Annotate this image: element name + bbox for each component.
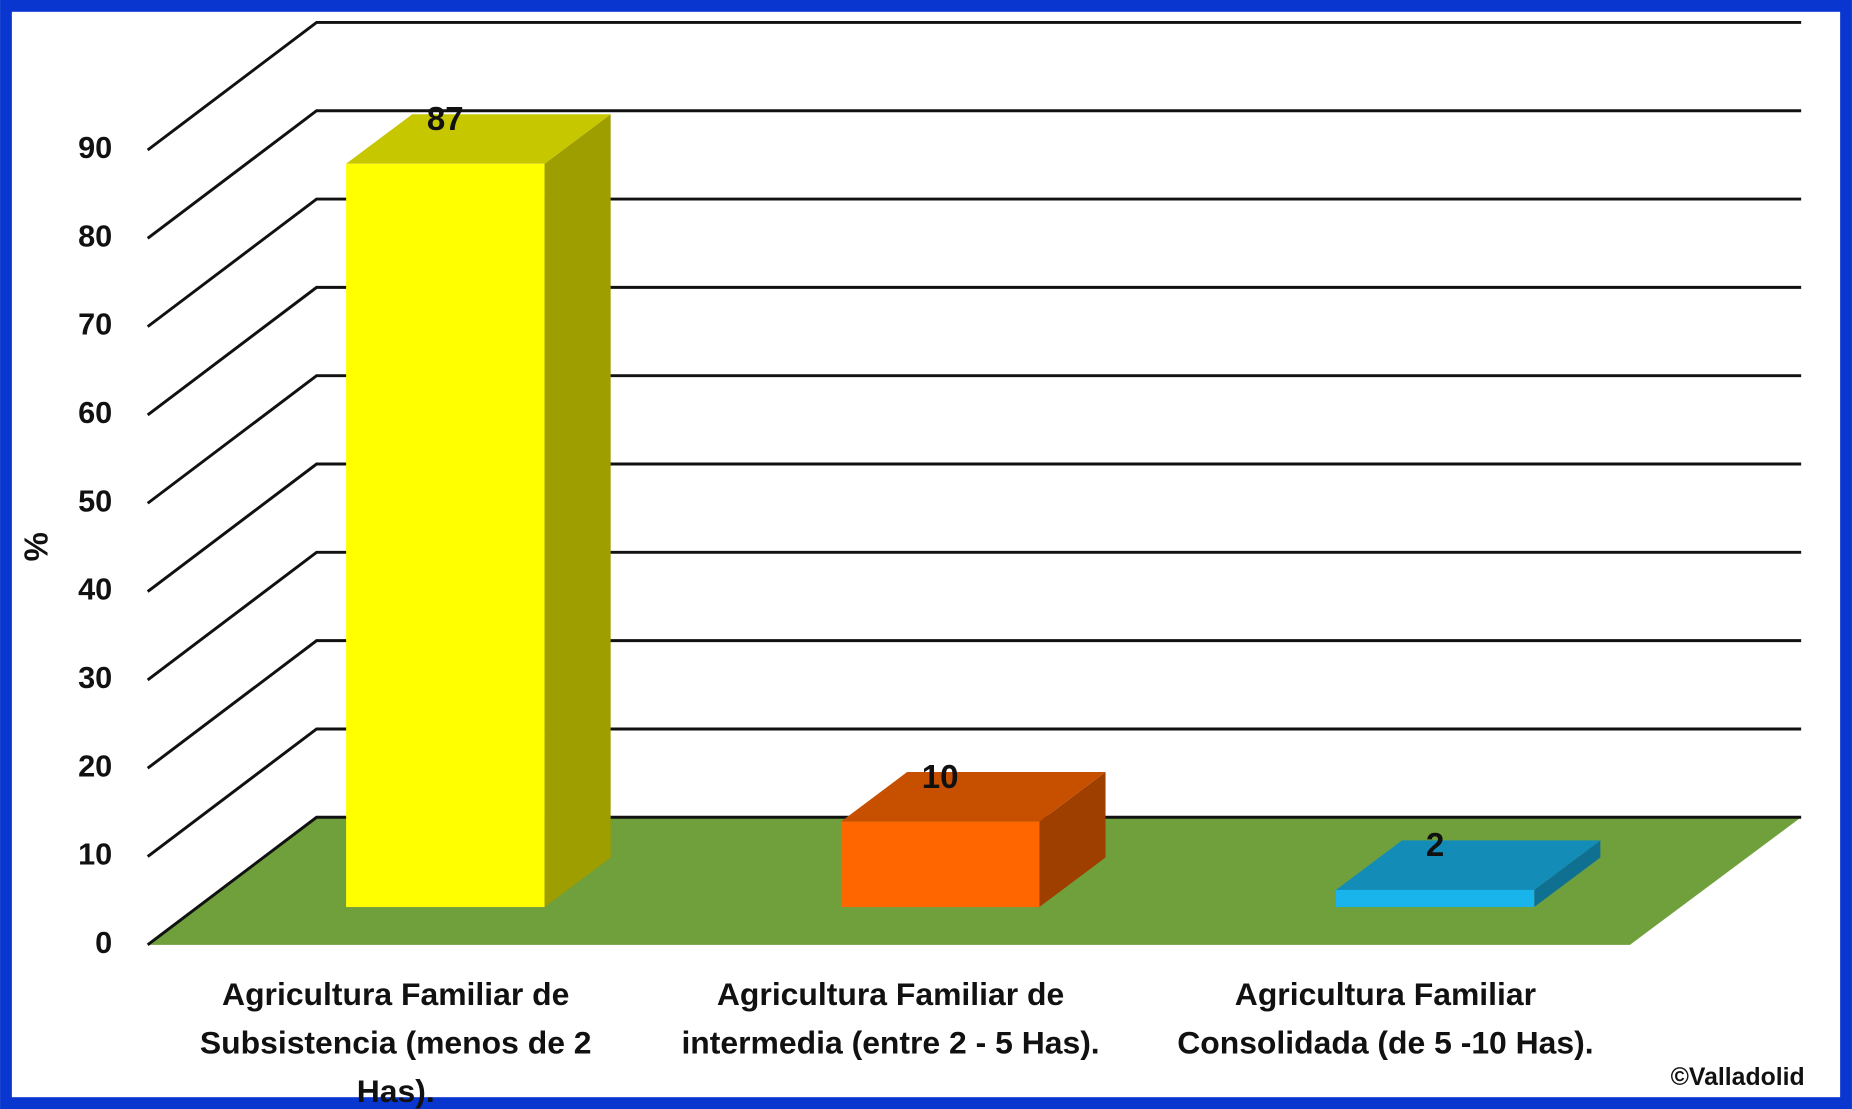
y-tick-label: 70	[78, 307, 112, 342]
y-tick-label: 10	[78, 837, 112, 872]
bar	[346, 163, 545, 908]
y-tick-label: 80	[78, 218, 112, 253]
grid-line	[146, 462, 1802, 593]
bar-side	[1039, 772, 1106, 908]
x-tick-label: Agricultura Familiar de Subsistencia (me…	[199, 976, 592, 1109]
x-tick-label-box: Agricultura Familiar Consolidada (de 5 -…	[1177, 976, 1594, 1061]
y-tick-label: 30	[78, 660, 112, 695]
y-tick-label: 20	[78, 748, 112, 783]
grid-line	[146, 197, 1802, 328]
x-tick-label: Agricultura Familiar Consolidada (de 5 -…	[1177, 976, 1594, 1061]
y-axis-label: %	[16, 532, 53, 561]
grid-line	[146, 374, 1802, 505]
x-tick-label-box: Agricultura Familiar de intermedia (entr…	[681, 976, 1100, 1061]
y-tick-label: 40	[78, 572, 112, 607]
y-tick-label: 60	[78, 395, 112, 430]
y-tick-label: 0	[95, 925, 112, 960]
grid-line	[146, 109, 1802, 240]
bar-top	[1335, 840, 1601, 890]
grid-line	[146, 815, 1802, 947]
bar	[840, 821, 1040, 908]
credit: ©Valladolid	[1671, 1064, 1805, 1091]
bar-side	[544, 114, 611, 908]
grid-line	[146, 727, 1802, 858]
grid-line	[146, 285, 1802, 417]
x-tick-label: Agricultura Familiar de intermedia (entr…	[681, 976, 1100, 1061]
grid-line	[146, 639, 1802, 770]
value-label: 10	[922, 759, 959, 796]
value-label: 87	[427, 101, 464, 138]
bar-side	[1534, 840, 1601, 908]
bar	[1335, 889, 1535, 908]
grid-line	[146, 550, 1802, 682]
y-tick-label: 90	[78, 130, 112, 165]
y-tick-label: 50	[78, 483, 112, 518]
bar-top	[346, 114, 611, 164]
grid-line	[146, 20, 1802, 152]
bar-top	[840, 772, 1106, 822]
x-tick-label-box: Agricultura Familiar de Subsistencia (me…	[199, 976, 592, 1109]
value-label: 2	[1426, 827, 1444, 864]
